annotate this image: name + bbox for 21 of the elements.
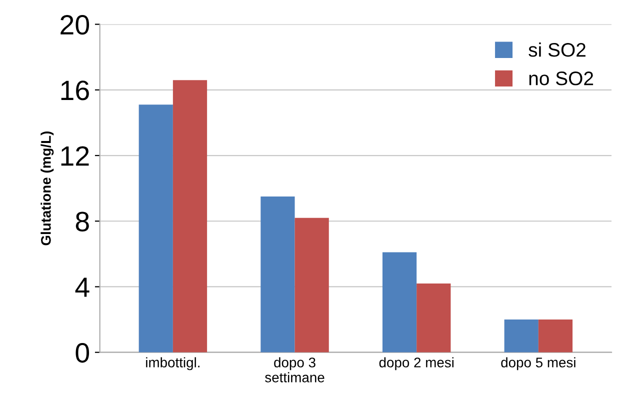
y-tick-label: 8 bbox=[76, 212, 89, 232]
bar bbox=[416, 283, 451, 352]
y-tick-label: 0 bbox=[76, 343, 90, 363]
legend-label: si SO2 bbox=[528, 42, 586, 57]
x-tick-label: dopo 2 mesi bbox=[379, 357, 454, 370]
y-axis-title: Glutatione (mg/L) bbox=[40, 132, 54, 246]
y-tick-label: 12 bbox=[61, 146, 89, 166]
x-tick-label: dopo 5 mesi bbox=[501, 357, 576, 370]
bar bbox=[538, 320, 573, 352]
x-tick-label: dopo 3 settimane bbox=[265, 357, 324, 382]
y-tick-label: 4 bbox=[75, 278, 90, 297]
bar bbox=[172, 80, 208, 352]
x-tick-label: imbottigl. bbox=[146, 357, 200, 370]
bar bbox=[294, 218, 329, 352]
y-tick-label: 20 bbox=[60, 14, 90, 35]
legend-label: no SO2 bbox=[529, 72, 594, 86]
y-tick-label: 16 bbox=[61, 80, 89, 100]
bar bbox=[260, 196, 295, 352]
bar bbox=[504, 320, 538, 352]
bar bbox=[138, 104, 173, 352]
bar bbox=[382, 252, 417, 352]
